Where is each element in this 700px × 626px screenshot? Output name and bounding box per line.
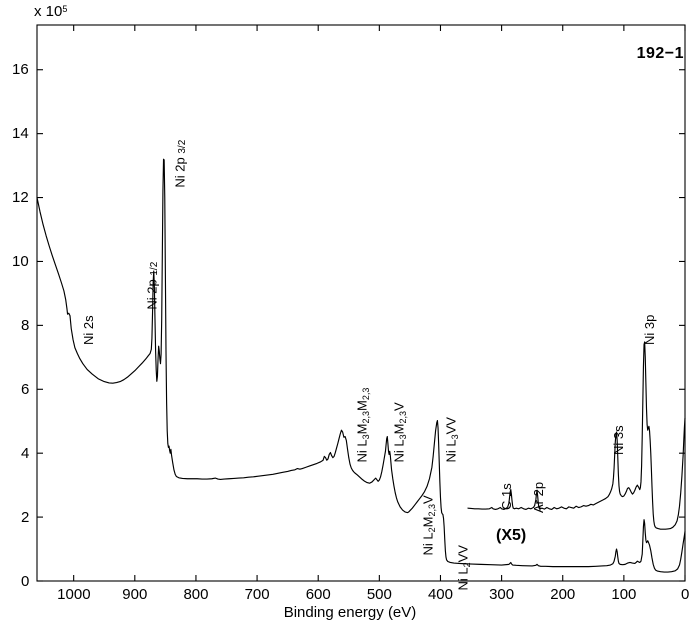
peak-label: Ni 2p 3/2	[172, 139, 188, 188]
x-tick-label: 600	[305, 586, 331, 603]
x-tick-label: 900	[122, 586, 148, 603]
x-tick-label: 1000	[57, 586, 91, 603]
y-tick-label: 8	[21, 316, 30, 334]
x-tick-label: 700	[244, 586, 270, 603]
x-tick-label: 500	[366, 586, 392, 603]
spectrum-trace-0	[36, 158, 686, 573]
x-tick-label: 800	[183, 586, 209, 603]
peak-label: Ni 3p	[642, 314, 657, 345]
y-tick-label: 2	[21, 508, 30, 526]
y-axis-multiplier: x 105	[34, 3, 67, 20]
y-axis-multiplier-base: x 10	[34, 3, 63, 20]
x-tick-label: 400	[427, 586, 453, 603]
x-tick-label: 200	[550, 586, 576, 603]
x-tick-label: 0	[681, 586, 690, 603]
y-tick-label: 16	[12, 61, 29, 79]
peak-label: C 1s	[499, 483, 514, 510]
peak-label: Ar 2p	[531, 481, 546, 513]
magnification-note: (X5)	[496, 527, 527, 544]
y-axis-multiplier-exponent: 5	[62, 3, 68, 14]
y-tick-label: 4	[21, 444, 30, 462]
peak-label: Ni L3VV	[443, 417, 460, 463]
x-tick-label: 300	[489, 586, 515, 603]
peak-label: Ni L3M2,3V	[391, 402, 408, 463]
y-tick-label: 12	[12, 189, 29, 207]
y-tick-label: 0	[21, 572, 30, 590]
x-tick-label: 100	[611, 586, 637, 603]
x-axis-title: Binding energy (eV)	[283, 604, 417, 621]
spectrum-trace-1	[467, 341, 686, 530]
sample-tag: 192−1	[636, 45, 684, 62]
y-tick-label: 14	[12, 125, 29, 143]
y-tick-label: 6	[21, 380, 30, 398]
peak-label: Ni 2p 1/2	[144, 261, 160, 310]
peak-label: Ni 2s	[81, 315, 96, 345]
peak-label: Ni L2M2,3V	[420, 495, 437, 556]
peak-label: Ni 3s	[611, 425, 626, 455]
peak-label: Ni L3M2,3M2,3	[354, 387, 371, 463]
y-tick-label: 10	[12, 252, 29, 270]
peak-label: Ni L2VV	[455, 545, 472, 591]
